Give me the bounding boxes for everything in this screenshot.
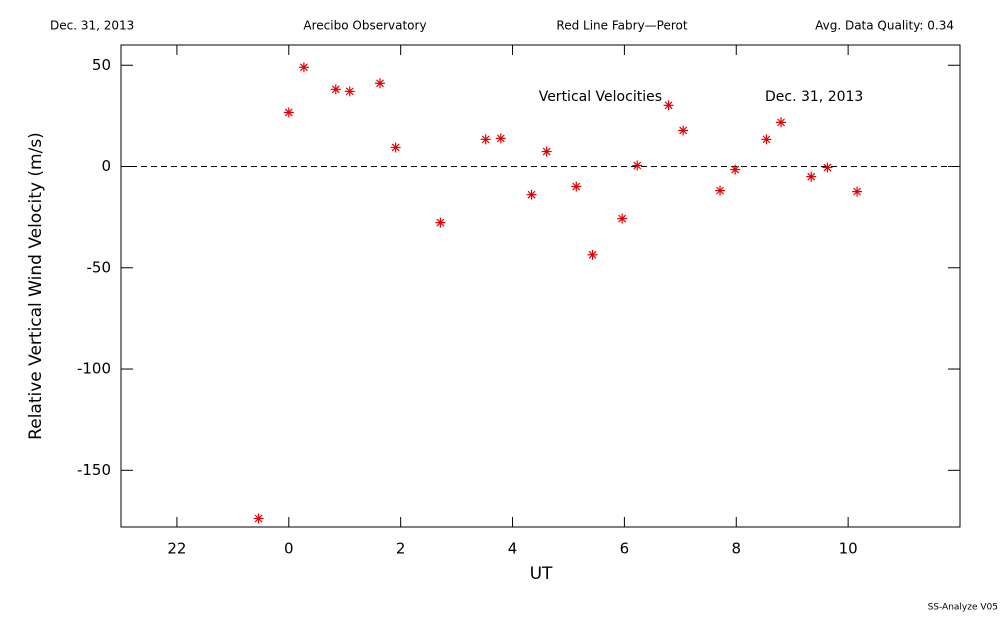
point	[374, 78, 385, 89]
x-tick-label: 4	[508, 540, 518, 558]
point	[571, 181, 582, 192]
x-tick-label: 2	[396, 540, 406, 558]
point	[253, 513, 264, 524]
point	[761, 134, 772, 145]
point	[495, 133, 506, 144]
x-tick-label: 6	[620, 540, 630, 558]
y-tick-label: -100	[77, 360, 111, 378]
x-tick-label: 22	[167, 540, 186, 558]
plot-frame	[120, 44, 961, 528]
header-date: Dec. 31, 2013	[50, 19, 134, 33]
x-tick-label: 10	[839, 540, 858, 558]
y-tick-label: 0	[101, 157, 111, 175]
header-quality: Avg. Data Quality: 0.34	[815, 19, 954, 33]
y-tick-label: 50	[92, 56, 111, 74]
point	[330, 84, 341, 95]
point	[587, 249, 598, 260]
x-tick-label: 8	[731, 540, 741, 558]
y-axis-label: Relative Vertical Wind Velocity (m/s)	[26, 132, 46, 440]
point	[776, 117, 787, 128]
point	[541, 146, 552, 157]
x-axis-label: UT	[530, 564, 553, 584]
point	[806, 171, 817, 182]
point	[617, 213, 628, 224]
x-tick-label: 0	[284, 540, 294, 558]
y-tick-label: -50	[87, 258, 112, 276]
point	[480, 134, 491, 145]
point	[298, 62, 309, 73]
point	[730, 164, 741, 175]
annotation: Vertical Velocities	[539, 89, 662, 105]
header-site: Arecibo Observatory	[303, 19, 426, 33]
point	[678, 125, 689, 136]
point	[822, 162, 833, 173]
point	[852, 186, 863, 197]
y-tick-label: -150	[77, 461, 111, 479]
point	[390, 142, 401, 153]
point	[344, 86, 355, 97]
point	[283, 107, 294, 118]
point	[632, 160, 643, 171]
footer: SS-Analyze V05	[928, 603, 998, 613]
point	[435, 217, 446, 228]
point	[715, 185, 726, 196]
point	[663, 100, 674, 111]
annotation: Dec. 31, 2013	[765, 89, 863, 105]
point	[526, 189, 537, 200]
header-instrument: Red Line Fabry—Perot	[556, 19, 687, 33]
